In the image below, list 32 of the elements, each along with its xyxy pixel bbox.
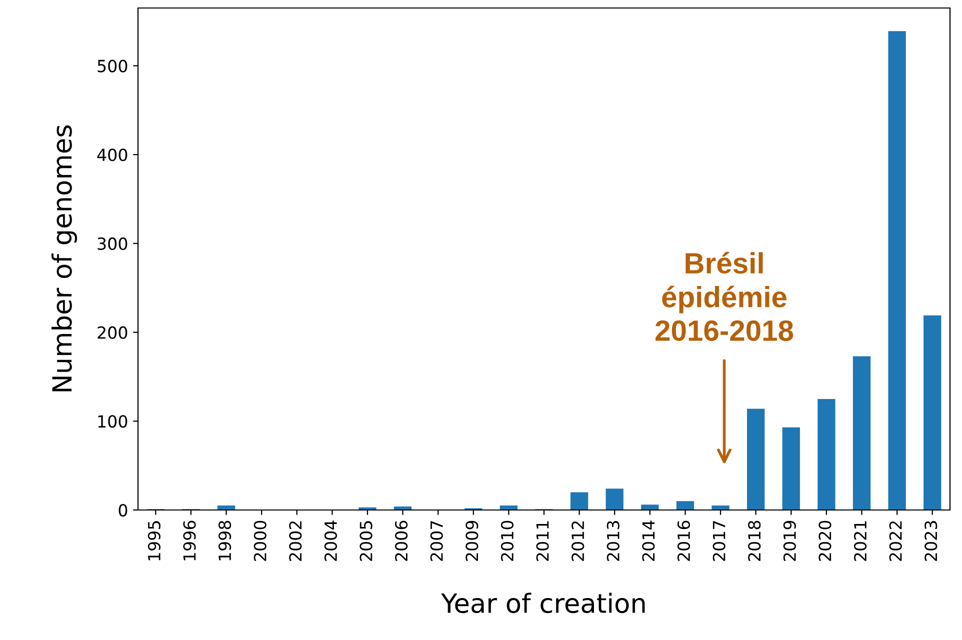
x-axis-title: Year of creation <box>441 592 645 614</box>
annotation: Brésil épidémie 2016-2018 <box>656 252 794 341</box>
x-tick-label: 2004 <box>324 520 338 561</box>
y-tick-label: 300 <box>98 237 128 250</box>
x-tick-label: 2016 <box>677 520 690 561</box>
y-tick-label: 200 <box>98 326 128 339</box>
x-tick-label: 2019 <box>783 520 796 561</box>
x-tick-label: 2002 <box>289 521 302 561</box>
x-tick-label: 2023 <box>924 521 938 561</box>
x-tick-label: 2020 <box>818 520 832 561</box>
y-tick-label: 100 <box>98 415 128 428</box>
x-tick-label: 2010 <box>500 520 514 561</box>
x-tick-label: 1998 <box>218 520 232 560</box>
x-tick-label: 1995 <box>148 521 160 560</box>
x-tick-label: 2011 <box>536 521 549 561</box>
x-tick-label: 2005 <box>360 521 372 561</box>
x-tick-label: 2017 <box>712 521 726 561</box>
y-axis-title: Number of genomes <box>51 125 78 392</box>
x-tick-label: 2021 <box>854 521 867 561</box>
x-tick-label: 2000 <box>254 520 266 561</box>
x-tick-label: 2006 <box>395 520 408 561</box>
x-tick-label: 2013 <box>606 521 620 561</box>
y-tick-label: 0 <box>118 504 128 517</box>
x-tick-label: 2014 <box>642 520 655 561</box>
x-tick-label: 2022 <box>889 521 902 561</box>
x-tick-label: 2009 <box>466 520 478 561</box>
x-tick-label: 1996 <box>183 520 196 560</box>
x-tick-label: 2012 <box>572 521 584 561</box>
y-tick-label: 500 <box>98 60 128 72</box>
x-tick-label: 2007 <box>430 521 443 561</box>
x-tick-label: 2018 <box>748 520 761 561</box>
y-tick-label: 400 <box>97 148 128 162</box>
